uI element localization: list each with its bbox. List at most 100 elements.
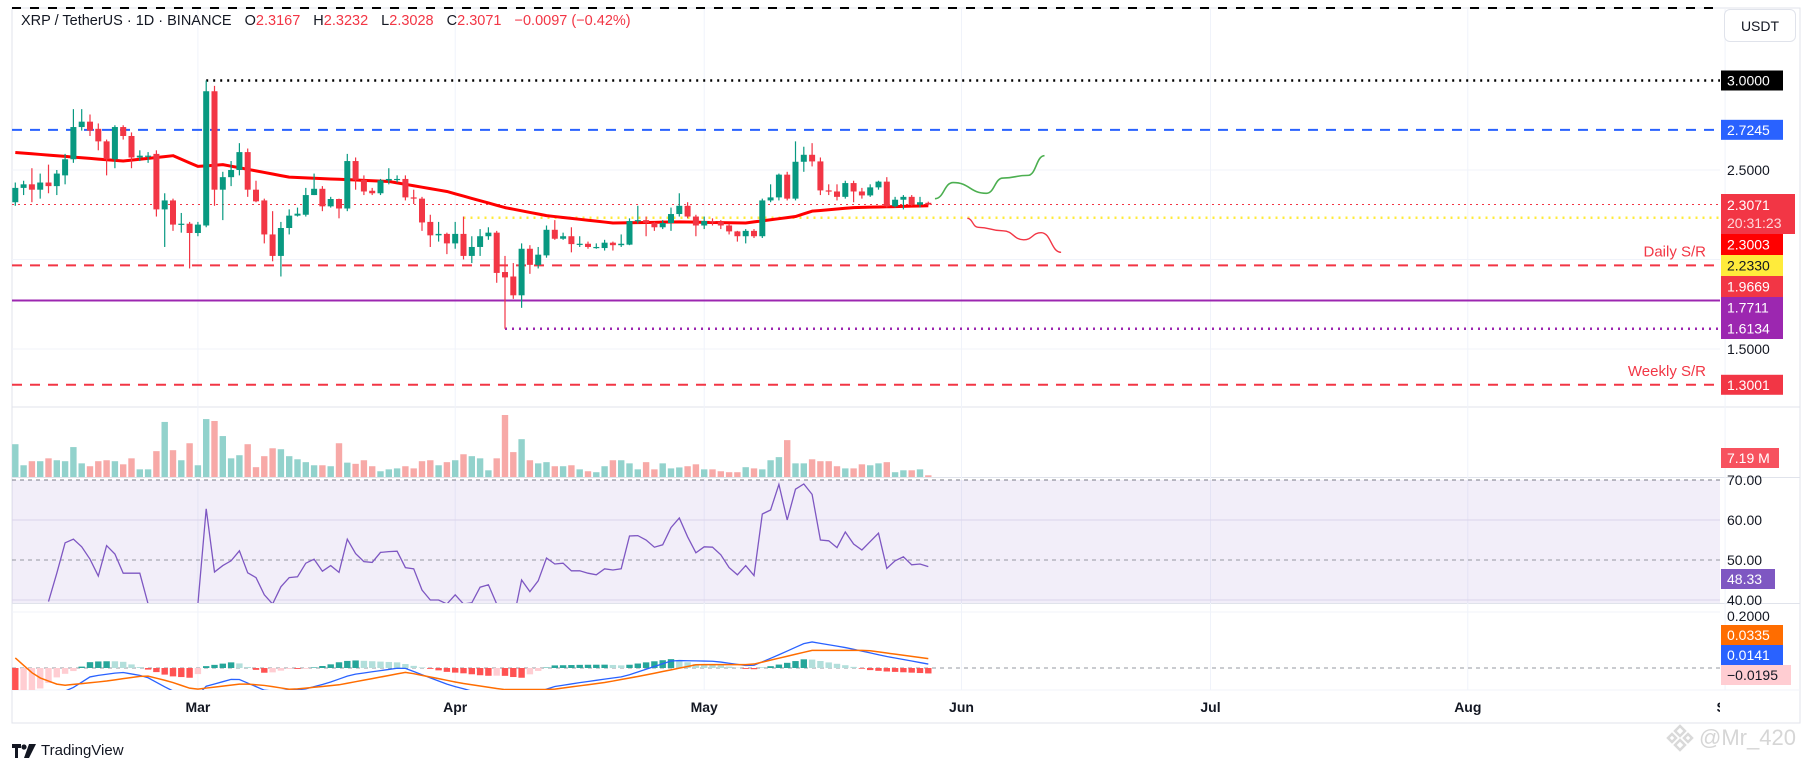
rsi-value-tag: 48.33 bbox=[1727, 571, 1762, 587]
candle bbox=[53, 170, 60, 196]
macd-histogram-bar bbox=[360, 660, 368, 668]
candle bbox=[302, 187, 309, 217]
macd-histogram-bar bbox=[891, 668, 899, 672]
volume-bar bbox=[377, 471, 384, 477]
symbol-title[interactable]: XRP / TetherUS · 1D · BINANCE bbox=[21, 13, 232, 29]
candle-body bbox=[626, 221, 633, 245]
candle bbox=[186, 221, 193, 269]
candle bbox=[78, 109, 85, 131]
volume-bar bbox=[178, 460, 185, 477]
candle bbox=[128, 132, 135, 169]
volume-bar bbox=[136, 469, 143, 477]
macd-value-tag: 0.0141 bbox=[1727, 647, 1770, 663]
volume-bar bbox=[676, 467, 683, 477]
candle-body bbox=[717, 221, 724, 226]
volume-bar bbox=[510, 452, 517, 477]
candle-body bbox=[302, 195, 309, 215]
candle-body bbox=[792, 161, 799, 199]
candle-body bbox=[535, 254, 542, 265]
volume-bar bbox=[725, 472, 733, 477]
candle-body bbox=[178, 223, 185, 225]
candle-body bbox=[70, 127, 77, 160]
candle-body bbox=[427, 221, 434, 236]
volume-bar bbox=[535, 463, 542, 477]
currency-button[interactable]: USDT bbox=[1724, 9, 1796, 42]
candle-body bbox=[37, 182, 44, 190]
candle-body bbox=[858, 191, 865, 196]
macd-histogram-bar bbox=[178, 668, 185, 678]
candle bbox=[643, 216, 650, 237]
volume-bar bbox=[476, 458, 484, 477]
candle-body bbox=[518, 248, 525, 296]
price-pane[interactable]: Daily S/R Weekly S/R bbox=[12, 79, 1720, 386]
macd-histogram-bar bbox=[742, 668, 749, 669]
candle-body bbox=[883, 181, 890, 207]
symbol-legend[interactable]: XRP / TetherUS · 1D · BINANCE O2.3167 H2… bbox=[21, 13, 631, 29]
macd-histogram-bar bbox=[120, 661, 127, 668]
price-axis[interactable]: 2.5000 1.5000 70.00 60.00 50.00 40.000.2000 3.… bbox=[1721, 70, 1795, 686]
macd-histogram-bar bbox=[634, 663, 641, 668]
volume-bar bbox=[808, 459, 816, 477]
volume-bar bbox=[161, 421, 168, 477]
daily-sr-price-tag: 1.9669 bbox=[1727, 279, 1770, 295]
low-price-tag-bg bbox=[1721, 318, 1783, 339]
macd-histogram-bar bbox=[551, 665, 558, 668]
volume-bar bbox=[518, 439, 525, 477]
volume-bar bbox=[219, 436, 226, 477]
macd-histogram-bar bbox=[867, 668, 874, 671]
macd-histogram-bar bbox=[211, 664, 218, 668]
candle bbox=[775, 173, 782, 201]
daily-sr-level-label: Daily S/R bbox=[1643, 243, 1706, 260]
candle bbox=[468, 236, 475, 264]
candle bbox=[194, 221, 201, 237]
candle bbox=[601, 239, 608, 251]
yellow-price-tag: 2.2330 bbox=[1727, 258, 1770, 274]
macd-histogram-bar bbox=[136, 667, 143, 668]
candle bbox=[419, 196, 425, 231]
time-tick-label: Mar bbox=[185, 699, 210, 715]
candle bbox=[784, 171, 791, 201]
watermark: @Mr_420 bbox=[1665, 723, 1796, 753]
signal-value-tag: 0.0335 bbox=[1727, 627, 1770, 643]
volume-bar bbox=[28, 461, 36, 477]
macd-histogram-bar bbox=[825, 662, 832, 668]
macd-histogram-bar bbox=[817, 661, 824, 668]
macd-histogram-bar bbox=[294, 668, 301, 669]
volume-bar bbox=[792, 463, 799, 477]
time-tick-label: Se bbox=[1717, 699, 1734, 715]
candle bbox=[20, 180, 27, 196]
ema-price-tag-bg bbox=[1721, 234, 1783, 255]
candle-body bbox=[568, 236, 575, 245]
candle-body bbox=[767, 197, 774, 201]
volume-bar bbox=[452, 460, 459, 477]
volume-bar bbox=[53, 460, 60, 477]
candle bbox=[925, 201, 932, 206]
candle-body bbox=[850, 183, 857, 192]
tradingview-logo[interactable]: TradingView bbox=[12, 742, 124, 759]
volume-bar bbox=[153, 451, 160, 477]
volume-bar bbox=[45, 458, 52, 477]
rsi-pane[interactable] bbox=[12, 479, 1720, 640]
macd-histogram-bar bbox=[850, 666, 857, 668]
candle-body bbox=[53, 173, 60, 187]
volume-bar bbox=[908, 470, 915, 477]
volume-pane[interactable] bbox=[12, 415, 932, 477]
candle bbox=[319, 186, 326, 212]
last-price-tag: 2.3071 bbox=[1727, 197, 1770, 213]
macd-histogram-bar bbox=[493, 668, 500, 676]
volume-bar bbox=[186, 443, 193, 477]
macd-histogram-bar bbox=[20, 668, 27, 690]
candle-body bbox=[261, 200, 268, 235]
volume-bar bbox=[120, 464, 127, 477]
time-axis[interactable]: Mar Apr May Jun Jul Aug Se bbox=[185, 699, 1733, 715]
macd-histogram-bar bbox=[203, 666, 210, 668]
macd-histogram-bar bbox=[128, 664, 135, 668]
macd-pane[interactable] bbox=[12, 641, 1720, 717]
candle-body bbox=[825, 190, 832, 192]
macd-histogram-bar bbox=[667, 659, 675, 668]
daily-sr-price-tag-bg bbox=[1721, 276, 1783, 297]
candle bbox=[834, 184, 840, 201]
candle-body bbox=[460, 233, 467, 256]
macd-histogram-bar bbox=[501, 668, 509, 676]
